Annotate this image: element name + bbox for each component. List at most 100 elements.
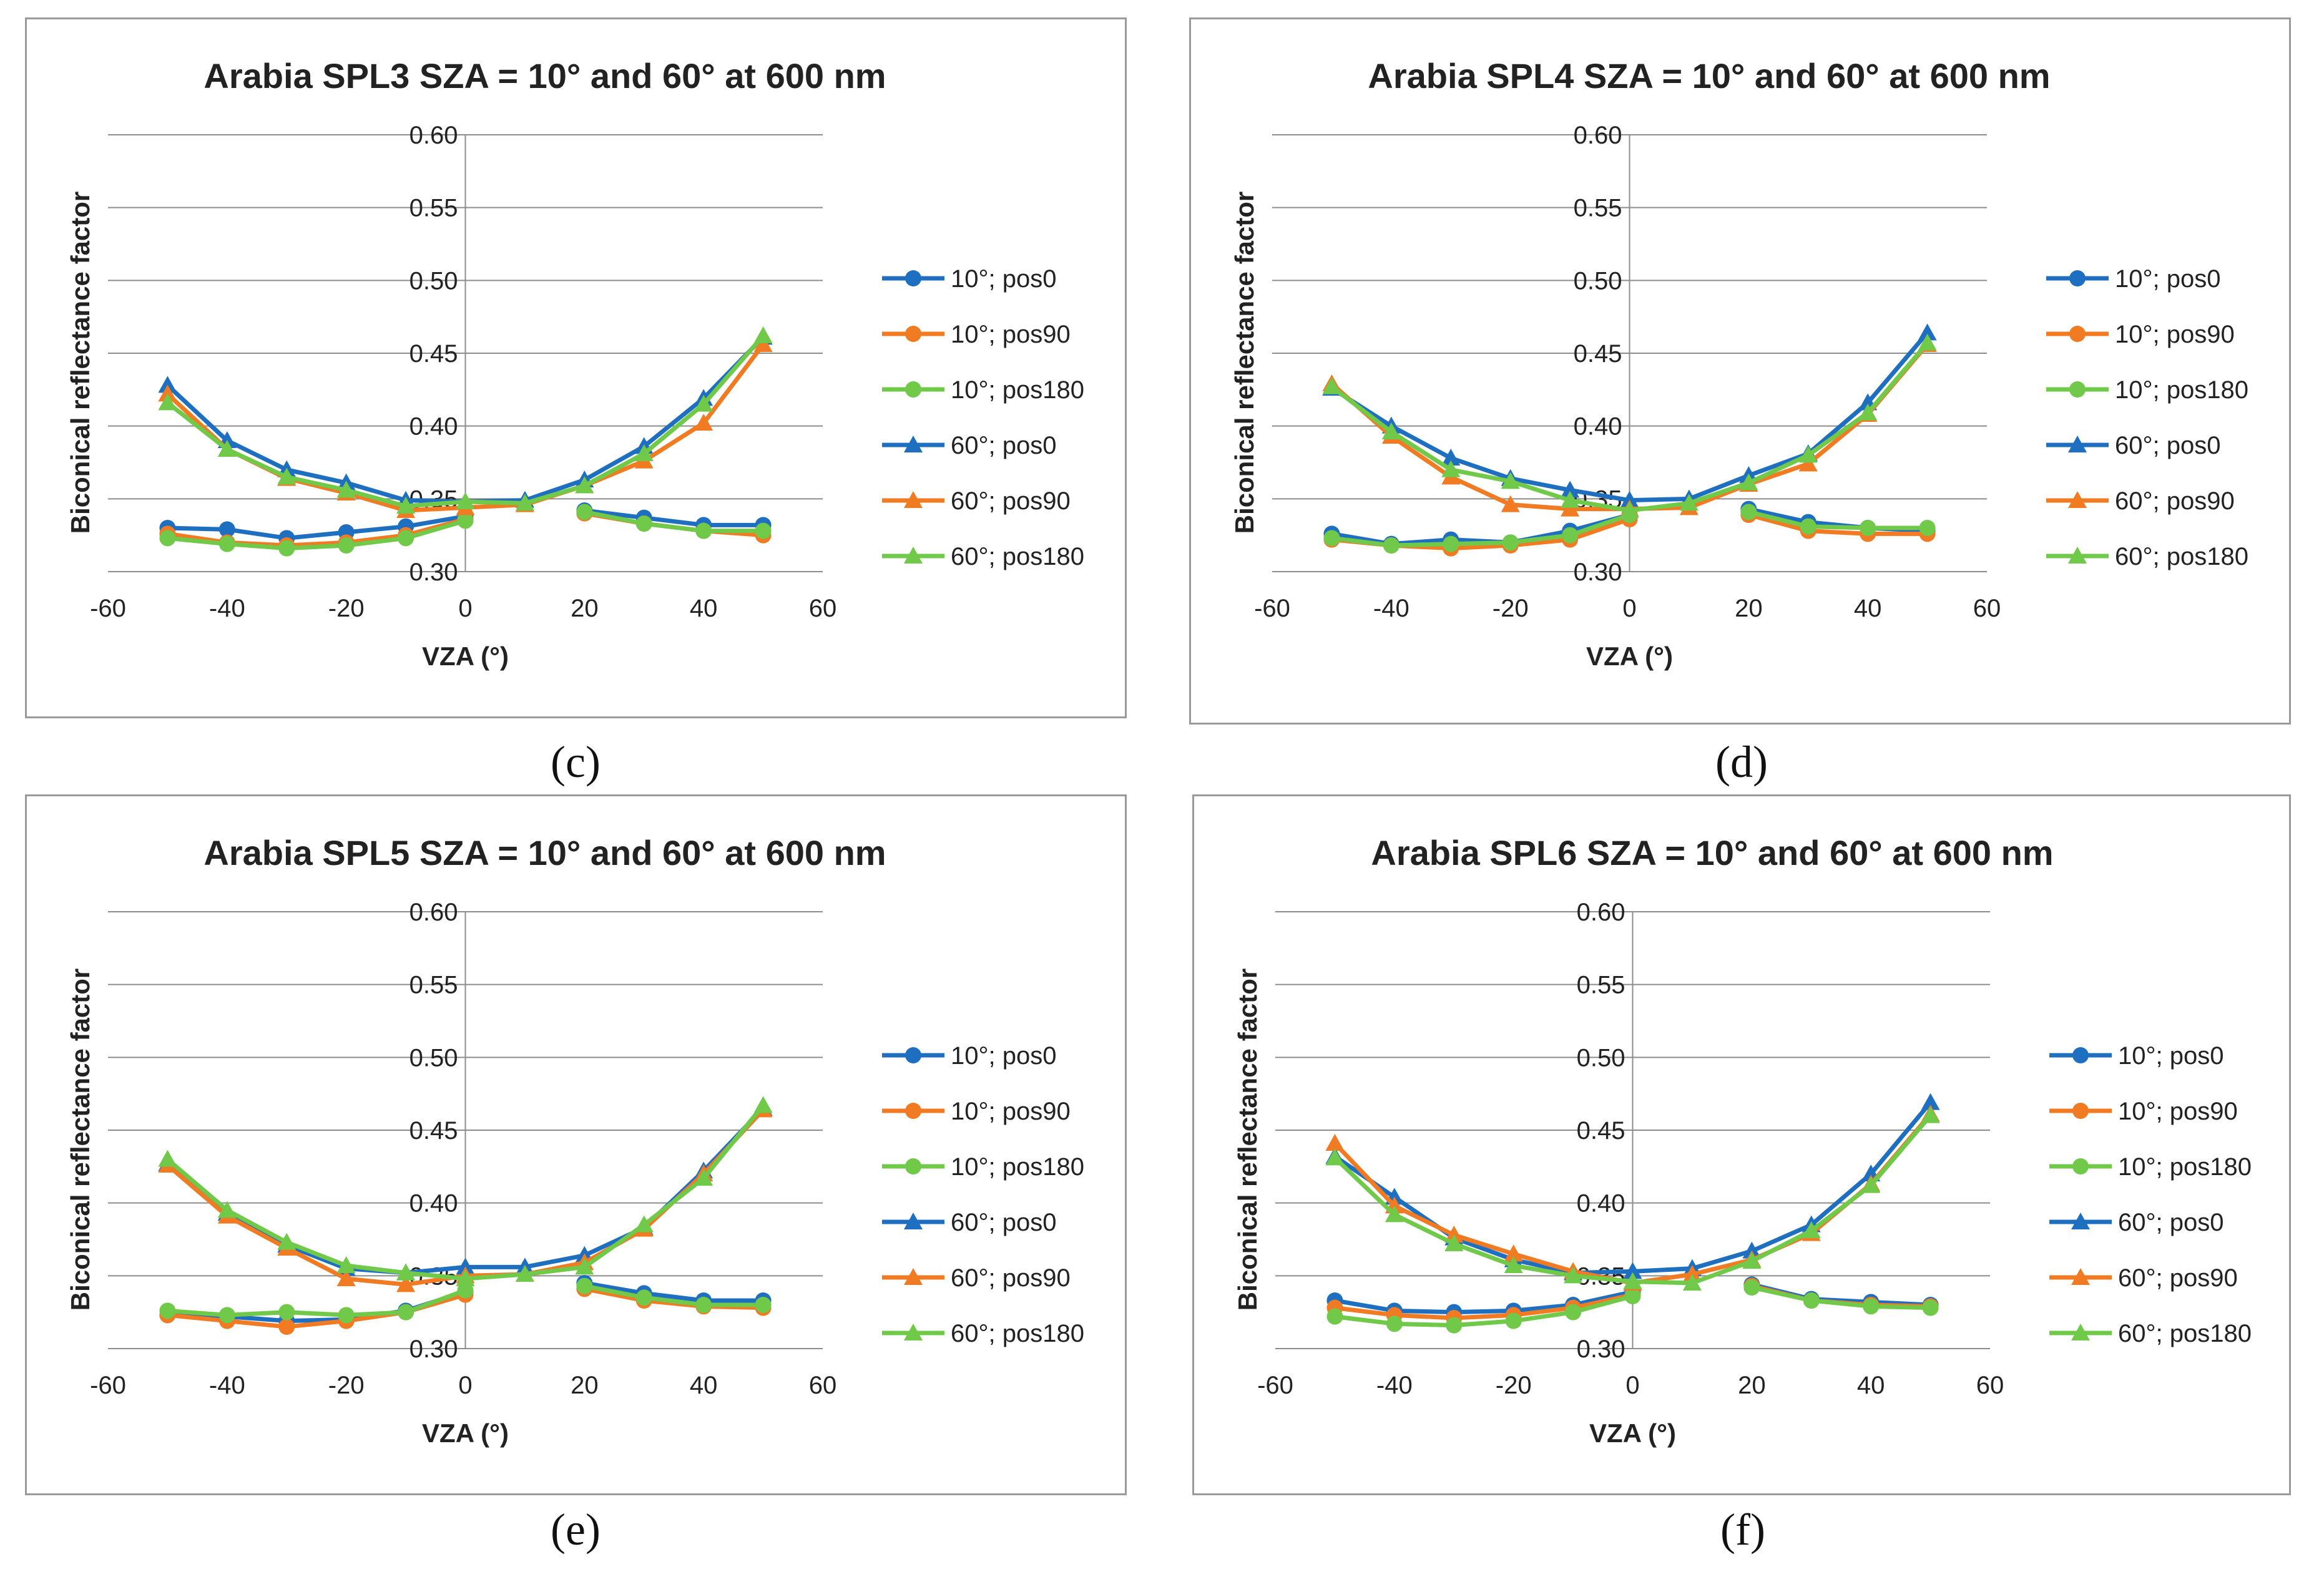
chart-svg-d: Arabia SPL4 SZA = 10° and 60° at 600 nm 0… [1230,56,2248,671]
data-point [1798,454,1818,472]
legend-item: 10°; pos90 [2049,1098,2238,1125]
series-60-pos180 [1325,1106,1940,1291]
data-point [158,393,177,411]
data-point [1800,518,1817,535]
y-tick-label: 0.30 [1574,559,1622,586]
data-point [1624,1288,1641,1304]
data-point [1739,473,1758,491]
y-axis-label: Biconical reflectance factor [1233,969,1262,1311]
series-60-pos180 [158,1096,773,1286]
x-tick-label: 40 [690,1372,718,1399]
y-tick-label: 0.50 [409,1044,458,1072]
legend-label: 60°; pos0 [2118,1209,2223,1236]
chart-panel-e: Arabia SPL5 SZA = 10° and 60° at 600 nm 0… [25,794,1127,1495]
data-point [456,1257,475,1275]
y-tick-label: 0.30 [409,559,458,586]
series-line [584,1284,763,1307]
data-point [1798,446,1818,463]
data-point [1561,481,1580,498]
data-point [1740,504,1757,520]
panel-caption-c: (c) [551,737,601,787]
data-point [1565,1304,1582,1321]
chart-title: Arabia SPL6 SZA = 10° and 60° at 600 nm [1371,833,2053,872]
data-point [338,537,355,554]
chart-title: Arabia SPL4 SZA = 10° and 60° at 600 nm [1368,56,2050,95]
x-tick-label: 60 [809,595,837,622]
data-point [159,530,176,547]
x-tick-label: 40 [690,595,718,622]
data-point [396,1275,416,1292]
data-point [1679,494,1699,511]
data-point [1921,1093,1940,1110]
legend-label: 60°; pos90 [951,487,1071,515]
legend-label: 60°; pos180 [951,543,1084,570]
legend-item: 10°; pos180 [882,1153,1084,1181]
data-point [1385,1205,1404,1223]
data-point [575,1257,594,1275]
y-tick-label: 0.45 [409,1117,458,1145]
data-point [904,547,923,564]
series-line [167,514,466,540]
legend-label: 10°; pos90 [951,321,1071,348]
panel-caption-e: (e) [551,1505,601,1555]
series-line [167,1292,466,1329]
data-point [396,1263,416,1281]
data-point [635,515,652,532]
data-point [753,326,773,343]
x-tick-label: 60 [1973,595,2001,622]
data-point [905,270,921,286]
series-10-pos180 [159,504,772,557]
data-point [695,522,712,539]
legend-label: 10°; pos0 [951,1042,1056,1070]
y-tick-label: 0.45 [409,340,458,368]
x-tick-label: 0 [1625,1372,1639,1399]
data-point [456,1269,475,1286]
data-point [1743,1279,1760,1296]
data-point [1386,1316,1403,1332]
series-10-pos180 [1326,1279,1939,1334]
legend-item: 60°; pos90 [882,1264,1071,1292]
chart-svg-c: Arabia SPL3 SZA = 10° and 60° at 600 nm 0… [66,56,1084,671]
data-point [575,476,594,494]
series-line [1331,512,1630,548]
series-line [584,1281,763,1303]
data-point [1505,1312,1522,1329]
data-point [277,1233,297,1250]
series-line [1334,1292,1634,1321]
y-tick-label: 0.40 [409,413,458,441]
chart-panel-f: Arabia SPL6 SZA = 10° and 60° at 600 nm 0… [1192,794,2291,1495]
data-point [905,1047,921,1063]
data-point [1742,1252,1762,1269]
data-point [905,326,921,342]
series-line [1751,1285,1931,1311]
data-point [1325,1148,1345,1166]
data-point [1919,520,1936,536]
data-point [904,1324,923,1340]
data-point [2072,1103,2089,1119]
legend-label: 60°; pos180 [2115,543,2248,570]
chart-title: Arabia SPL3 SZA = 10° and 60° at 600 nm [203,56,886,95]
y-tick-label: 0.40 [409,1190,458,1218]
legend-label: 10°; pos180 [2118,1153,2252,1181]
y-tick-label: 0.45 [1574,340,1622,368]
legend-label: 10°; pos90 [951,1098,1071,1125]
data-point [1501,495,1520,512]
y-tick-label: 0.50 [1574,267,1622,295]
legend-label: 60°; pos0 [951,1209,1056,1236]
data-point [1562,527,1579,544]
legend-item: 10°; pos0 [2049,1042,2223,1070]
chart-panel-d: Arabia SPL4 SZA = 10° and 60° at 600 nm 0… [1189,17,2291,725]
data-point [336,1269,356,1286]
series-60-pos180 [1322,333,1937,518]
data-point [1623,1262,1642,1279]
x-tick-label: 60 [809,1372,837,1399]
y-axis-label: Biconical reflectance factor [66,192,95,534]
x-tick-label: -60 [1257,1372,1293,1399]
legend-label: 60°; pos180 [951,1320,1084,1347]
x-tick-label: -20 [328,1372,365,1399]
data-point [2071,1268,2090,1285]
data-point [2069,326,2086,342]
legend-item: 60°; pos0 [2046,432,2220,459]
data-point [457,512,474,529]
legend-item: 10°; pos0 [882,265,1056,293]
